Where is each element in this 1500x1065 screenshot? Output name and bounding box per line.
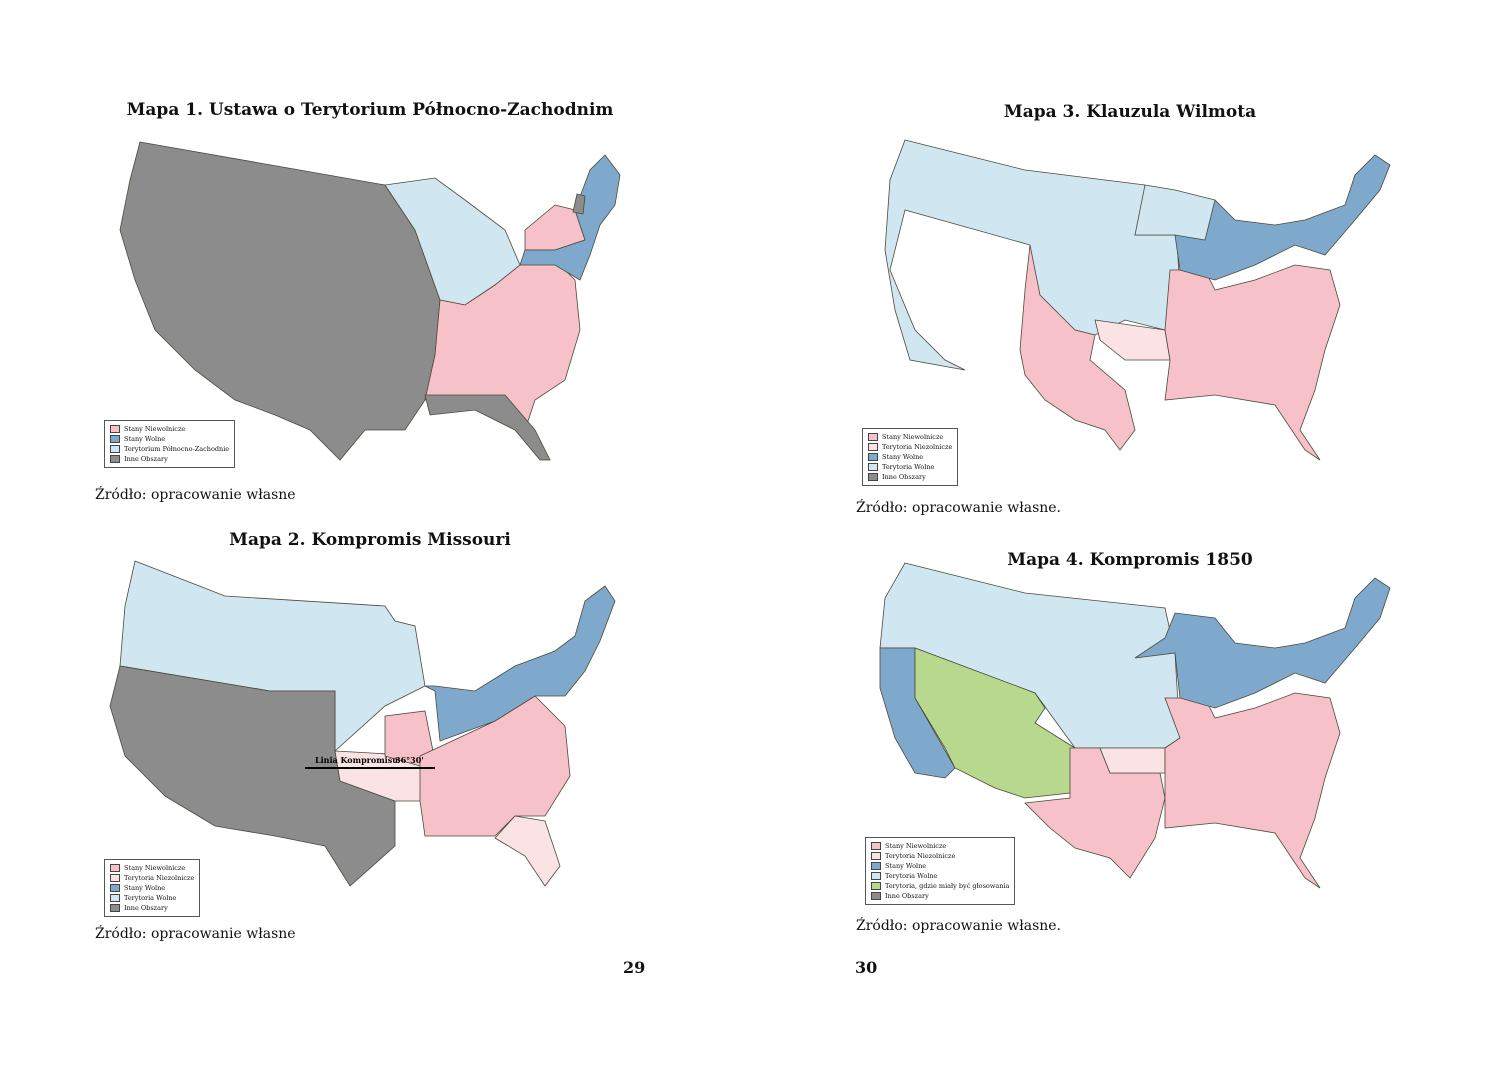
region-florida-other (424, 394, 551, 461)
legend-label: Stany Wolne (124, 884, 166, 892)
map-3 (875, 130, 1405, 490)
legend-item: Inne Obszary (868, 472, 952, 482)
legend-label: Stany Niewolnicze (124, 864, 186, 872)
compromise-line-degree: 36°30' (395, 755, 424, 765)
legend-item: Terytoria Niezolnicze (871, 851, 1009, 861)
legend-item: Stany Niewolnicze (871, 841, 1009, 851)
region-vermont-other (572, 193, 586, 215)
map-2: Linia Kompromisu 36°30' (95, 556, 625, 916)
map-3-legend: Stany Niewolnicze Terytoria Niezolnicze … (862, 428, 959, 486)
legend-swatch (871, 862, 881, 870)
legend-item: Terytoria Wolne (871, 871, 1009, 881)
legend-swatch (110, 884, 120, 892)
legend-swatch (871, 842, 881, 850)
legend-swatch (110, 894, 120, 902)
compromise-line-label: Linia Kompromisu (315, 755, 398, 765)
legend-label: Inne Obszary (885, 892, 929, 900)
region-florida-territory (494, 815, 561, 887)
map-3-source: Źródło: opracowanie własne. (856, 500, 1062, 516)
map-1-legend: Stany Niewolnicze Stany Wolne Terytorium… (104, 420, 236, 468)
legend-swatch (110, 864, 120, 872)
page-number-right: 30 (855, 958, 878, 977)
legend-label: Stany Wolne (882, 453, 924, 461)
legend-swatch (868, 473, 878, 481)
page-number-left: 29 (623, 958, 646, 977)
legend-swatch (110, 874, 120, 882)
legend-swatch (110, 425, 120, 433)
map-1-source: Źródło: opracowanie własne (95, 487, 296, 503)
legend-label: Terytoria Wolne (882, 463, 935, 471)
legend-item: Stany Niewolnicze (868, 432, 952, 442)
legend-item: Stany Wolne (110, 883, 194, 893)
legend-item: Terytoria Niezolnicze (868, 442, 952, 452)
legend-item: Stany Wolne (871, 861, 1009, 871)
map-4-source: Źródło: opracowanie własne. (856, 918, 1062, 934)
legend-item: Stany Niewolnicze (110, 863, 194, 873)
legend-swatch (871, 852, 881, 860)
legend-swatch (110, 445, 120, 453)
legend-swatch (868, 433, 878, 441)
legend-swatch (871, 872, 881, 880)
legend-swatch (110, 904, 120, 912)
legend-swatch (110, 435, 120, 443)
legend-swatch (871, 882, 881, 890)
legend-item: Inne Obszary (110, 903, 194, 913)
map-1-svg (119, 141, 621, 461)
legend-label: Inne Obszary (882, 473, 926, 481)
legend-item: Terytorium Północno-Zachodnie (110, 444, 229, 454)
legend-label: Inne Obszary (124, 455, 168, 463)
map-2-title: Mapa 2. Kompromis Missouri (229, 530, 511, 550)
legend-swatch (110, 455, 120, 463)
legend-label: Terytoria Niezolnicze (885, 852, 956, 860)
region-free-northeast (1133, 154, 1391, 281)
map-3-title: Mapa 3. Klauzula Wilmota (1003, 102, 1257, 122)
legend-item: Terytoria Niezolnicze (110, 873, 194, 883)
legend-item: Terytoria Wolne (868, 462, 952, 472)
region-free-northeast (519, 154, 621, 281)
map-1 (95, 130, 625, 490)
region-slave-south (1164, 264, 1341, 461)
map-4 (875, 558, 1405, 918)
legend-item: Inne Obszary (871, 891, 1009, 901)
legend-item: Terytoria Wolne (110, 893, 194, 903)
legend-label: Stany Wolne (124, 435, 166, 443)
legend-label: Terytoria, gdzie miały być głosowania (885, 882, 1010, 890)
legend-swatch (868, 443, 878, 451)
region-slave-south (1164, 692, 1341, 889)
region-slave-territory-oklahoma (1099, 747, 1166, 774)
map-1-title: Mapa 1. Ustawa o Terytorium Północno-Zac… (126, 100, 614, 120)
map-2-source: Źródło: opracowanie własne (95, 926, 296, 942)
legend-swatch (868, 463, 878, 471)
legend-item: Stany Wolne (868, 452, 952, 462)
legend-label: Terytoria Niezolnicze (124, 874, 195, 882)
map-3-svg (884, 139, 1391, 461)
region-minnesota-wisconsin (1134, 184, 1216, 241)
legend-label: Terytoria Wolne (124, 894, 177, 902)
legend-label: Terytorium Północno-Zachodnie (124, 445, 230, 453)
region-free-northeast (1134, 577, 1391, 709)
region-other-west (109, 665, 396, 887)
legend-label: Terytoria Niezolnicze (882, 443, 953, 451)
map-4-title: Mapa 4. Kompromis 1850 (1007, 550, 1253, 570)
legend-label: Terytoria Wolne (885, 872, 938, 880)
map-4-legend: Stany Niewolnicze Terytoria Niezolnicze … (865, 837, 1016, 905)
legend-item: Stany Wolne (110, 434, 229, 444)
legend-label: Stany Niewolnicze (885, 842, 947, 850)
legend-swatch (868, 453, 878, 461)
legend-item: Inne Obszary (110, 454, 229, 464)
region-free-northeast (424, 585, 616, 742)
map-4-svg (879, 562, 1391, 889)
legend-item: Stany Niewolnicze (110, 424, 229, 434)
map-2-svg: Linia Kompromisu 36°30' (109, 560, 616, 887)
legend-label: Stany Niewolnicze (124, 425, 186, 433)
legend-label: Inne Obszary (124, 904, 168, 912)
region-texas (1019, 244, 1136, 451)
region-vote-territory (914, 647, 1076, 799)
map-2-legend: Stany Niewolnicze Terytoria Niezolnicze … (104, 859, 201, 917)
legend-label: Stany Wolne (885, 862, 927, 870)
region-slave-territory-oklahoma (1094, 319, 1171, 361)
legend-label: Stany Niewolnicze (882, 433, 944, 441)
legend-item: Terytoria, gdzie miały być głosowania (871, 881, 1009, 891)
legend-swatch (871, 892, 881, 900)
